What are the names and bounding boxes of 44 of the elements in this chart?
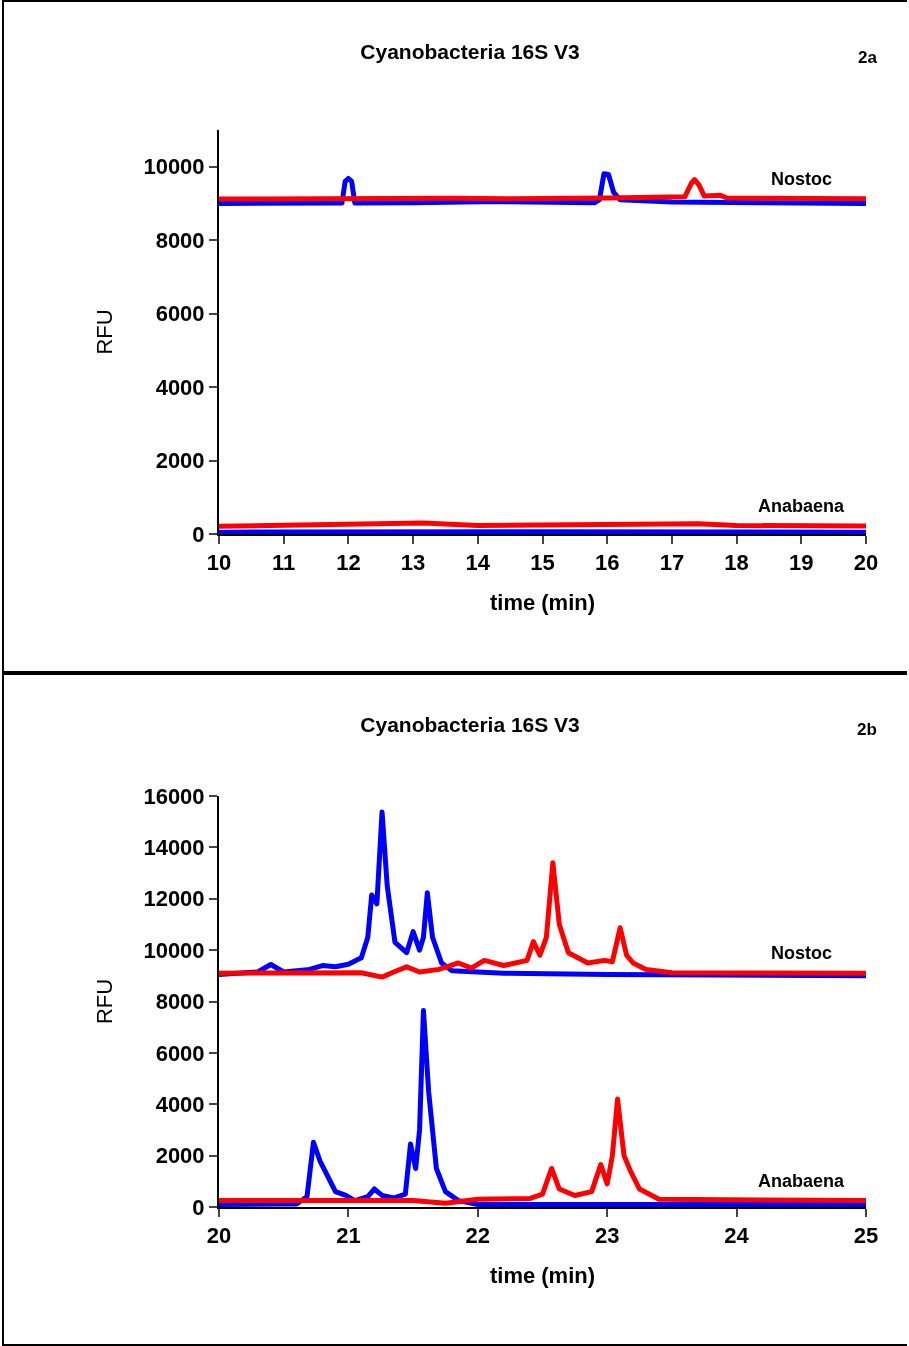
y-axis-title: RFU	[91, 309, 117, 355]
y-tick-label: 10000	[143, 154, 205, 180]
annotation: Nostoc	[771, 943, 833, 963]
y-tick-label: 4000	[155, 374, 205, 400]
y-axis-title: RFU	[91, 978, 117, 1025]
y-tick-label: 8000	[155, 989, 205, 1015]
y-tick-label: 2000	[155, 1143, 205, 1169]
x-tick-label: 13	[400, 550, 426, 576]
x-tick-label: 22	[465, 1223, 491, 1249]
x-tick-label: 17	[659, 550, 685, 576]
x-axis-title: time (min)	[489, 1262, 596, 1288]
x-tick-label: 21	[336, 1223, 361, 1249]
y-tick-label: 0	[192, 1194, 205, 1220]
annotation: Anabaena	[758, 496, 846, 516]
y-tick-label: 8000	[155, 227, 205, 253]
x-tick-label: 19	[789, 550, 814, 576]
x-tick-label: 25	[853, 1223, 879, 1249]
x-axis-title: time (min)	[489, 589, 596, 615]
x-tick-label: 24	[724, 1223, 750, 1249]
annotation: Anabaena	[758, 1171, 846, 1191]
x-tick-label: 20	[853, 550, 879, 576]
x-tick-label: 16	[594, 550, 620, 576]
x-tick-label: 10	[206, 550, 232, 576]
x-tick-label: 23	[594, 1223, 620, 1249]
x-tick-label: 14	[465, 550, 491, 576]
x-tick-label: 18	[724, 550, 749, 576]
chart-title: Cyanobacteria 16S V3	[360, 713, 580, 737]
x-tick-label: 11	[272, 550, 296, 576]
chart-title: Cyanobacteria 16S V3	[360, 40, 580, 64]
y-tick-label: 12000	[143, 886, 205, 912]
y-tick-label: 6000	[155, 301, 205, 327]
text: 2a	[858, 48, 878, 67]
y-tick-label: 4000	[155, 1091, 205, 1117]
y-tick-label: 14000	[143, 835, 205, 861]
text: 2b	[857, 720, 877, 739]
x-tick-label: 20	[206, 1223, 232, 1249]
y-tick-label: 2000	[155, 448, 205, 474]
y-tick-label: 0	[192, 521, 205, 547]
x-tick-label: 12	[336, 550, 361, 576]
x-tick-label: 15	[530, 550, 555, 576]
y-tick-label: 6000	[155, 1040, 205, 1066]
annotation: Nostoc	[771, 169, 833, 189]
y-tick-label: 10000	[143, 937, 205, 963]
y-tick-label: 16000	[143, 783, 205, 809]
